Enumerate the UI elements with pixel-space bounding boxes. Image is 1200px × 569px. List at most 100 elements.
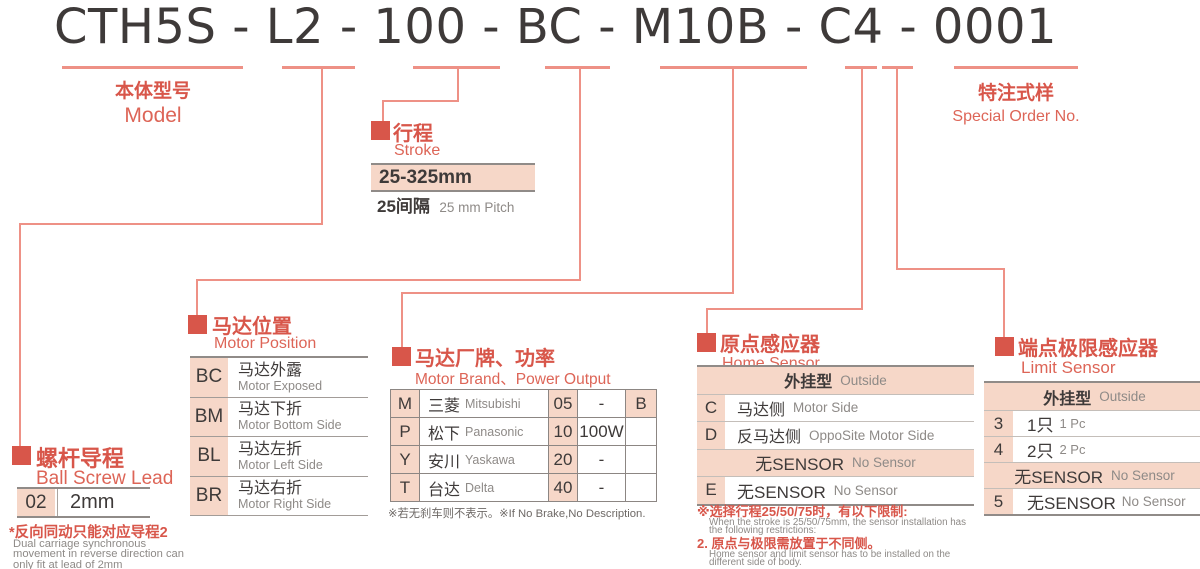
underline-special-order (954, 66, 1078, 69)
power-value: - (578, 446, 626, 474)
brand-zh: 三菱 (428, 397, 461, 415)
special-order-label: 特注式样 Special Order No. (936, 78, 1096, 126)
sensor-zh: 2只 (1027, 442, 1054, 461)
stroke-pitch-en: 25 mm Pitch (439, 200, 515, 215)
limit-sensor-label-zh: 端点极限感应器 (1018, 338, 1158, 360)
brand-zh: 台达 (428, 481, 461, 499)
table-row: BL 马达左折 Motor Left Side (190, 437, 368, 477)
motor-position-en: Motor Left Side (238, 457, 323, 472)
table-row: 5 无SENSOR No Sensor (984, 489, 1200, 514)
motor-position-en: Motor Right Side (238, 497, 332, 512)
limit-sensor-label-en: Limit Sensor (1021, 358, 1116, 377)
header-zh: 外挂型 (1043, 390, 1092, 408)
header-en: Outside (840, 372, 887, 388)
special-order-label-en: Special Order No. (952, 108, 1080, 125)
motor-position-marker-square (188, 315, 207, 334)
brand-en: Mitsubishi (465, 396, 521, 411)
sensor-en: 2 Pc (1059, 442, 1086, 457)
sensor-zh: 无SENSOR (737, 482, 826, 502)
no-sensor-row: 无SENSOR No Sensor (697, 449, 974, 477)
model-number-title: CTH5S - L2 - 100 - BC - M10B - C4 - 0001 (54, 0, 1058, 55)
stroke-pitch: 25间隔 25 mm Pitch (377, 192, 514, 217)
power-value: - (578, 390, 626, 418)
power-code: 20 (549, 446, 578, 474)
motor-position-en: Motor Bottom Side (238, 418, 342, 433)
sensor-en: No Sensor (1121, 494, 1186, 509)
motor-position-zh: 马达下折 (238, 401, 303, 419)
no-sensor-zh: 无SENSOR (1014, 468, 1103, 487)
sensor-en: No Sensor (833, 482, 898, 498)
brand-code: Y (391, 446, 420, 474)
stroke-range-box: 25-325mm (371, 163, 535, 192)
sensor-code: 5 (984, 489, 1015, 514)
motor-brand-marker-square (392, 347, 411, 366)
lead-note-zh: *反向同动只能对应导程2 (9, 525, 168, 541)
sensor-code: D (697, 422, 727, 449)
brand-zh: 安川 (428, 453, 461, 471)
power-code: 05 (549, 390, 578, 418)
home-sensor-label-zh: 原点感应器 (720, 334, 820, 356)
restriction-note-en: the following restrictions: (709, 525, 817, 537)
lead-value-cell: 2mm (57, 489, 150, 516)
home-sensor-table: 外挂型 Outside C 马达侧 Motor Side D 反马达侧 Oppo… (697, 365, 974, 506)
motor-position-code: BL (190, 437, 230, 476)
home-sensor-notes: ※选择行程25/50/75时，有以下限制: When the stroke is… (697, 504, 966, 568)
sensor-en: Motor Side (793, 400, 859, 416)
underline-motor-brand (660, 66, 807, 69)
underline-body-model (62, 66, 243, 69)
brand-name: 安川 Yaskawa (420, 446, 549, 474)
limit-sensor-marker-square (995, 337, 1014, 356)
brake-code (626, 446, 657, 474)
sensor-zh: 无SENSOR (1027, 494, 1116, 513)
restriction-note-zh: ※选择行程25/50/75时，有以下限制: (697, 504, 908, 519)
no-sensor-zh: 无SENSOR (755, 455, 844, 475)
motor-position-zh: 马达右折 (238, 480, 303, 498)
lead-note-en-line: movement in reverse direction can (13, 548, 184, 561)
underline-home-sensor (845, 66, 877, 69)
table-header-row: 外挂型 Outside (984, 383, 1200, 411)
sensor-code: 3 (984, 411, 1015, 436)
power-value: 100W (578, 418, 626, 446)
motor-brand-label-en: Motor Brand、Power Output (415, 371, 611, 388)
model-label-en: Model (124, 104, 182, 127)
restriction-note-en: When the stroke is 25/50/75mm, the senso… (709, 517, 967, 528)
brake-code (626, 474, 657, 502)
brand-en: Panasonic (465, 424, 524, 439)
lead-note-en-line: only fit at lead of 2mm (13, 558, 123, 569)
table-header-row: 外挂型 Outside (697, 367, 974, 395)
lead-table: 02 2mm (17, 487, 150, 518)
table-row: BR 马达右折 Motor Right Side (190, 476, 368, 516)
table-row: C 马达侧 Motor Side (697, 394, 974, 422)
motor-position-table: BC 马达外露 Motor Exposed BM 马达下折 Motor Bott… (190, 356, 368, 516)
home-sensor-marker-square (697, 333, 716, 352)
special-order-label-zh: 特注式样 (977, 83, 1054, 104)
lead-label-zh: 螺杆导程 (36, 446, 125, 471)
stroke-marker-square (371, 121, 390, 140)
underline-motor-position (545, 66, 610, 69)
lead-note-en: Dual carriage synchronous movement in re… (13, 538, 184, 569)
brand-code: P (391, 418, 420, 446)
header-en: Outside (1099, 389, 1146, 404)
placement-note-en: different side of body. (709, 557, 802, 569)
header-zh: 外挂型 (784, 374, 833, 392)
lead-marker-square (12, 446, 31, 465)
stroke-pitch-zh: 25间隔 (377, 197, 430, 216)
brake-code: B (626, 390, 657, 418)
brand-code: M (391, 390, 420, 418)
brand-en: Delta (465, 480, 495, 495)
sensor-code: 4 (984, 437, 1015, 462)
no-sensor-en: No Sensor (852, 455, 916, 471)
table-row: D 反马达侧 OppoSite Motor Side (697, 422, 974, 450)
table-row: 4 2只 2 Pc (984, 437, 1200, 463)
sensor-zh: 1只 (1027, 416, 1054, 435)
motor-position-code: BM (190, 397, 230, 436)
table-row: E 无SENSOR No Sensor (697, 477, 974, 504)
sensor-zh: 反马达侧 (737, 429, 802, 447)
lead-code-cell: 02 (17, 489, 57, 516)
lead-label-en: Ball Screw Lead (36, 468, 174, 489)
power-value: - (578, 474, 626, 502)
lead-note-en-line: Dual carriage synchronous (13, 538, 147, 550)
power-code: 10 (549, 418, 578, 446)
motor-position-code: BR (190, 476, 230, 515)
table-row: 3 1只 1 Pc (984, 411, 1200, 437)
